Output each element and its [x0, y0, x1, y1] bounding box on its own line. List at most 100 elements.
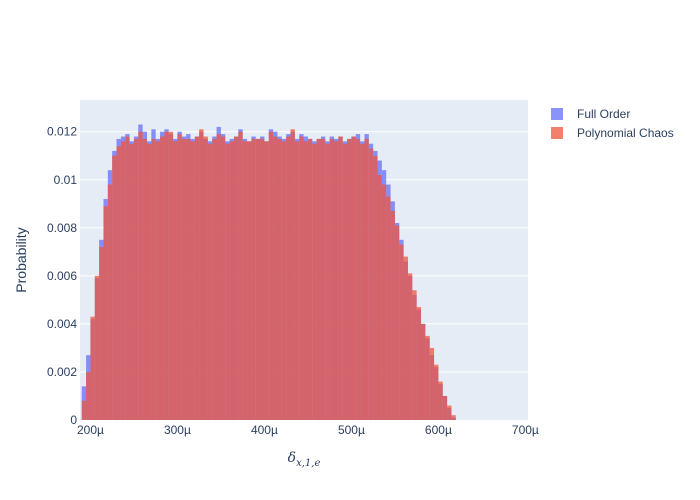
histogram-bar: [277, 138, 282, 420]
histogram-bar: [338, 136, 343, 420]
histogram-bar: [364, 138, 369, 420]
histogram-bar: [434, 364, 439, 420]
histogram-bar: [403, 256, 408, 420]
histogram-bar: [451, 415, 456, 420]
histogram-bar: [290, 129, 295, 420]
histogram-bar: [281, 141, 287, 420]
x-axis-title-subscript: x,1,e: [296, 458, 320, 469]
histogram-bar: [247, 141, 252, 420]
x-tick-label: 300µ: [164, 423, 191, 437]
histogram-bar: [177, 134, 182, 420]
histogram-bar: [355, 138, 361, 420]
histogram-bar: [125, 136, 130, 420]
histogram-bar: [351, 136, 356, 420]
histogram-bar: [377, 174, 382, 420]
histogram-bar: [334, 141, 339, 420]
histogram-bar: [307, 138, 313, 420]
legend-item[interactable]: Polynomial Chaos: [551, 126, 674, 140]
histogram-bar: [220, 136, 226, 420]
histogram-bar: [286, 136, 291, 420]
x-tick-label: 400µ: [251, 423, 278, 437]
histogram-bar: [173, 141, 178, 420]
histogram-bar: [94, 275, 100, 420]
histogram-bar: [168, 131, 174, 420]
histogram-bar: [151, 138, 156, 420]
histogram-bar: [390, 210, 395, 420]
x-axis-title-main: δ: [288, 450, 296, 466]
y-axis-title: Probability: [13, 227, 29, 292]
y-axis-ticks: 0 0.002 0.004 0.006 0.008 0.01 0.012: [47, 125, 77, 427]
histogram-bar: [399, 244, 404, 420]
y-tick-label: 0.004: [47, 317, 77, 331]
y-tick-label: 0.006: [47, 269, 77, 283]
legend-swatch: [551, 127, 563, 139]
histogram-bar: [264, 141, 269, 420]
histogram-bar: [238, 131, 243, 420]
histogram-bar: [394, 225, 400, 420]
histogram-bar: [438, 381, 443, 420]
histogram-bar: [373, 155, 378, 421]
histogram-bar: [320, 138, 326, 420]
y-tick-label: 0.008: [47, 221, 77, 235]
histogram-bar: [107, 184, 113, 420]
histogram-bar: [207, 143, 213, 420]
histogram-bar: [129, 143, 134, 420]
histogram-bar: [260, 138, 265, 420]
histogram-bar: [442, 395, 448, 420]
y-tick-label: 0.002: [47, 365, 77, 379]
x-tick-label: 600µ: [425, 423, 452, 437]
histogram-bar: [255, 138, 261, 420]
histogram-bar: [347, 138, 352, 420]
histogram-bar: [155, 141, 161, 420]
histogram-bar: [103, 206, 108, 420]
histogram-bar: [416, 307, 422, 420]
histogram-bar: [212, 138, 217, 420]
y-tick-label: 0.012: [47, 125, 77, 139]
histogram-bar: [190, 141, 195, 420]
histogram-bar: [225, 143, 230, 420]
histogram-bars: [81, 124, 456, 421]
histogram-bar: [329, 138, 335, 420]
histogram-bar: [99, 247, 104, 420]
legend-item[interactable]: Full Order: [551, 107, 630, 121]
histogram-bar: [360, 143, 365, 420]
histogram-bar: [342, 143, 348, 420]
y-tick-label: 0.01: [54, 173, 78, 187]
histogram-bar: [90, 316, 95, 420]
legend-swatch: [551, 108, 563, 120]
histogram-bar: [138, 131, 143, 420]
histogram-bar: [116, 146, 121, 420]
histogram-bar: [112, 155, 117, 421]
histogram-bar: [186, 138, 191, 420]
histogram-bar: [203, 136, 208, 420]
histogram-bar: [325, 143, 330, 420]
histogram-bar: [316, 138, 321, 420]
histogram-bar: [381, 184, 387, 420]
histogram-bar: [120, 141, 126, 420]
x-axis-title: δx,1,e: [288, 450, 321, 469]
histogram-bar: [421, 323, 426, 420]
legend[interactable]: Full Order Polynomial Chaos: [551, 107, 674, 140]
legend-label: Full Order: [577, 107, 630, 121]
histogram-bar: [160, 136, 165, 420]
legend-label: Polynomial Chaos: [577, 126, 674, 140]
histogram-bar: [368, 148, 374, 420]
x-tick-label: 700µ: [512, 423, 539, 437]
histogram-bar: [303, 141, 308, 420]
histogram-bar: [412, 290, 417, 420]
histogram-bar: [299, 136, 304, 420]
histogram-bar: [312, 143, 317, 420]
histogram-bar: [229, 141, 234, 420]
histogram-bar: [386, 196, 391, 420]
histogram-bar: [294, 141, 300, 420]
histogram-bar: [86, 371, 91, 420]
histogram-bar: [447, 405, 452, 420]
histogram-bar: [81, 400, 87, 420]
x-tick-label: 500µ: [338, 423, 365, 437]
histogram-bar: [425, 335, 430, 420]
histogram-bar: [146, 143, 152, 420]
x-tick-label: 200µ: [77, 423, 104, 437]
histogram-bar: [181, 138, 187, 420]
histogram-bar: [268, 131, 274, 420]
histogram-bar: [242, 141, 248, 420]
